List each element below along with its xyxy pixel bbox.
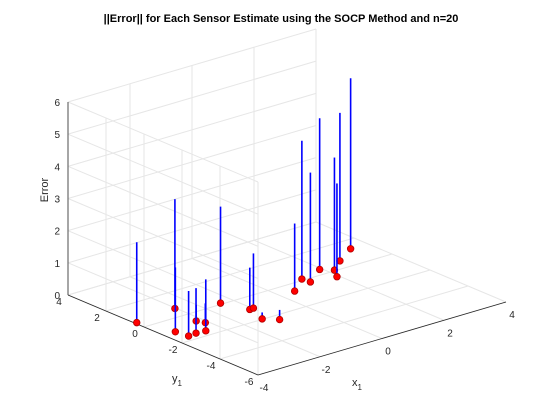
floor-grid-line	[253, 239, 445, 321]
back-wall-grid-line	[67, 125, 317, 199]
y-axis-label: y1	[172, 373, 183, 388]
z-tick-label: 4	[54, 162, 60, 173]
z-tick-label: 0	[54, 291, 60, 302]
x-axis-label: x1	[352, 377, 363, 392]
z-tick-label: 6	[54, 98, 60, 109]
x-tick-label: 4	[509, 310, 515, 321]
back-wall-grid-line	[67, 189, 317, 264]
stem-marker	[315, 265, 324, 274]
floor-grid-line	[105, 237, 355, 312]
y-axis-label-main: y	[172, 373, 178, 385]
y-tick-label: -4	[207, 361, 216, 372]
stem-marker	[258, 315, 266, 323]
back-wall-grid-line	[67, 157, 317, 232]
y-axis-label-sub: 1	[178, 379, 183, 388]
y-tick-label: 4	[56, 297, 62, 308]
side-wall-grid-line	[67, 262, 259, 344]
z-axis-label: Error	[39, 177, 51, 202]
floor-grid-line	[129, 276, 321, 358]
y-axis-line	[67, 294, 259, 376]
z-tick-label: 3	[54, 195, 60, 206]
stem-marker	[290, 287, 299, 295]
stem-marker	[202, 327, 210, 335]
x-tick-label: -4	[260, 383, 269, 394]
x-axis-label-main: x	[352, 377, 358, 389]
axis-lines	[67, 102, 507, 376]
stem-marker	[298, 275, 306, 283]
stem-marker	[333, 273, 341, 281]
x-tick-label: 2	[447, 328, 453, 339]
stem-marker	[249, 304, 258, 312]
data-stems	[133, 78, 355, 340]
stem-marker	[133, 318, 141, 327]
y-tick-label: 2	[94, 313, 100, 324]
chart-title: ||Error|| for Each Sensor Estimate using…	[104, 13, 459, 25]
stem-marker	[306, 278, 315, 286]
stem-marker	[184, 332, 193, 340]
back-wall-grid-line	[67, 28, 317, 103]
floor-grid-line	[315, 221, 507, 303]
side-wall-grid-line	[67, 101, 259, 183]
back-wall-grid-line	[67, 60, 317, 135]
x-axis-line	[257, 301, 507, 376]
floor-grid-line	[143, 253, 393, 328]
z-tick-label: 5	[54, 130, 60, 141]
x-tick-label: 0	[385, 347, 391, 358]
floor-grid-line	[219, 285, 469, 360]
stem-marker	[346, 245, 355, 253]
y-tick-label: -2	[169, 345, 178, 356]
stem-marker	[275, 315, 284, 324]
floor-grid-line	[191, 258, 383, 339]
z-tick-label: 1	[54, 259, 60, 270]
side-wall-grid-line	[67, 230, 259, 312]
y-tick-label: -6	[245, 377, 254, 388]
back-wall-grid-line	[67, 221, 317, 296]
stem-marker	[192, 329, 200, 337]
side-wall-grid-line	[67, 198, 259, 279]
y-tick-label: 0	[132, 329, 138, 340]
x-axis-label-sub: 1	[358, 383, 363, 392]
side-wall-grid-line	[67, 133, 259, 215]
x-tick-label: -2	[322, 365, 331, 376]
stem-marker	[171, 328, 180, 336]
stem-marker	[216, 299, 225, 307]
floor-grid-line	[181, 269, 431, 344]
z-tick-label: 2	[54, 227, 60, 238]
back-wall-grid-line	[67, 92, 317, 167]
side-wall-grid-line	[67, 165, 259, 247]
